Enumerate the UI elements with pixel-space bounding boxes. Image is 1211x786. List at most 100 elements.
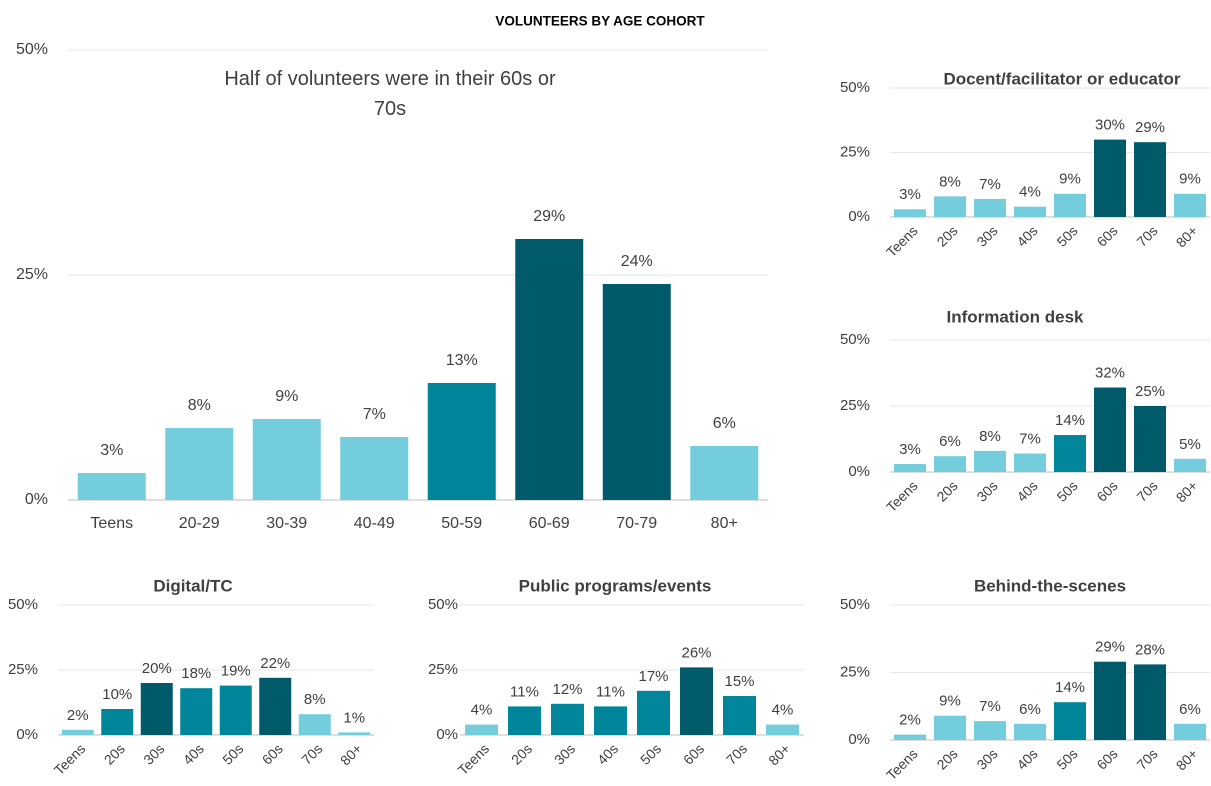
y-tick-label: 25% [840,663,870,680]
bar [1094,139,1126,217]
bar [974,198,1006,217]
x-tick-label: 40s [594,740,621,767]
bar [602,284,671,500]
bar [1134,142,1166,217]
bar [1014,206,1046,217]
x-tick-label: 40s [1013,745,1040,772]
data-label: 1% [343,709,365,726]
bar [140,683,173,735]
y-tick-label: 0% [848,731,870,748]
data-label: 13% [446,352,478,369]
x-tick-label: 80+ [1173,477,1201,505]
bar [1094,387,1126,472]
data-label: 29% [1135,119,1165,136]
bar [894,734,926,740]
x-tick-label: 70s [723,740,750,767]
y-tick-label: 25% [428,661,458,678]
x-tick-label: 60s [680,740,707,767]
x-tick-label: 20s [508,740,535,767]
bar [165,428,234,500]
bar [298,714,331,735]
x-tick-label: Teens [51,740,89,778]
data-label: 4% [1019,184,1041,201]
bar [680,667,713,735]
bar [1174,458,1206,472]
data-label: 4% [772,702,794,719]
data-label: 3% [100,442,123,459]
bar [219,685,252,735]
data-label: 28% [1135,641,1165,658]
data-label: 26% [681,644,711,661]
bar [1174,723,1206,740]
x-tick-label: 50s [219,740,246,767]
data-label: 20% [142,660,172,677]
x-tick-label: 80+ [711,515,738,532]
data-label: 14% [1055,412,1085,429]
data-label: 8% [304,691,326,708]
data-label: 3% [899,186,921,203]
bar [1094,661,1126,740]
page-title: VOLUNTEERS BY AGE COHORT [495,14,705,29]
bar [551,703,584,735]
x-tick-label: Teens [883,222,921,260]
data-label: 15% [724,673,754,690]
data-label: 22% [260,655,290,672]
data-label: 29% [1095,639,1125,656]
x-tick-label: 40s [180,740,207,767]
bar [1134,664,1166,740]
x-tick-label: 20s [933,745,960,772]
bar [465,724,498,735]
x-tick-label: Teens [883,477,921,515]
y-tick-label: 50% [16,41,48,58]
bar [515,239,584,500]
bar [1054,193,1086,217]
chart-title: Behind-the-scenes [974,576,1126,595]
x-tick-label: 80+ [765,740,793,768]
data-label: 11% [596,683,625,700]
y-tick-label: 0% [436,726,458,743]
data-label: 7% [979,176,1001,193]
bar [338,732,371,735]
x-tick-label: 60s [1093,745,1120,772]
data-label: 29% [533,208,565,225]
data-label: 11% [510,683,539,700]
y-tick-label: 50% [840,79,870,96]
bar [1174,193,1206,217]
y-tick-label: 50% [428,596,458,613]
data-label: 17% [638,668,668,685]
x-tick-label: 20s [933,222,960,249]
bar [180,688,213,735]
x-tick-label: 40-49 [354,515,395,532]
y-tick-label: 0% [848,463,870,480]
annotation: Half of volunteers were in their 60s or … [224,68,556,120]
x-tick-label: 80+ [1173,222,1201,250]
x-tick-label: 70s [298,740,325,767]
data-label: 24% [621,253,653,270]
x-tick-label: 30s [551,740,578,767]
bar [594,706,627,735]
bar [690,446,759,500]
data-label: 25% [1135,383,1165,400]
x-tick-label: Teens [90,515,133,532]
data-label: 2% [899,712,921,729]
data-label: 9% [939,693,961,710]
chart-title: Docent/facilitator or educator [943,69,1180,88]
x-tick-label: Teens [883,745,921,783]
x-tick-label: 80+ [337,740,365,768]
bar [1014,453,1046,472]
x-tick-label: 60-69 [529,515,570,532]
bar [508,706,541,735]
x-tick-label: 30s [973,222,1000,249]
y-tick-label: 50% [8,596,38,613]
y-tick-label: 50% [840,596,870,613]
data-label: 8% [188,397,211,414]
x-tick-label: 20s [101,740,128,767]
x-tick-label: 20-29 [179,515,220,532]
data-label: 9% [1179,171,1201,188]
x-tick-label: 30s [973,477,1000,504]
x-tick-label: 80+ [1173,745,1201,773]
x-tick-label: 70s [1133,222,1160,249]
bar [1054,435,1086,472]
data-label: 19% [221,663,251,680]
